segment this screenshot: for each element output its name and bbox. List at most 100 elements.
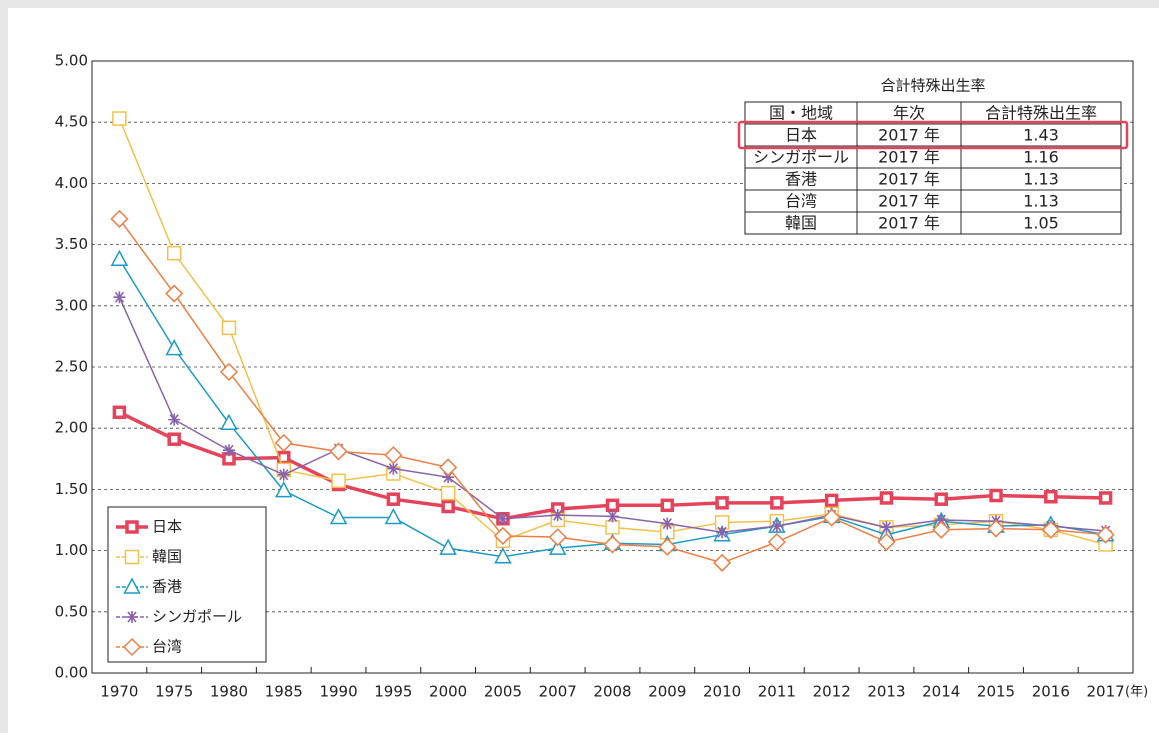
x-tick-label: 2000 xyxy=(429,683,467,701)
y-tick-label: 2.50 xyxy=(55,358,88,376)
marker xyxy=(125,520,139,534)
x-tick-label: 2013 xyxy=(867,683,905,701)
marker xyxy=(715,496,729,510)
marker xyxy=(606,510,619,523)
x-tick-label: 2008 xyxy=(593,683,631,701)
table-cell-text: 1.13 xyxy=(1023,170,1059,189)
marker xyxy=(166,245,182,261)
y-tick-label: 1.50 xyxy=(55,480,88,498)
marker xyxy=(716,526,729,539)
x-tick-label: 2005 xyxy=(484,683,522,701)
marker xyxy=(822,508,841,527)
marker xyxy=(274,433,293,452)
table-cell-text: 2017 年 xyxy=(878,214,940,233)
marker xyxy=(123,577,141,594)
marker xyxy=(934,492,948,506)
x-tick-label: 2014 xyxy=(922,683,960,701)
marker xyxy=(989,488,1003,503)
table-cell-text: 韓国 xyxy=(785,214,817,233)
table-cell xyxy=(960,211,1122,235)
x-tick-label: 2016 xyxy=(1032,683,1070,701)
x-tick-label: 1995 xyxy=(374,683,412,701)
marker xyxy=(110,209,129,228)
y-tick-label: 0.50 xyxy=(55,602,88,620)
y-tick-label: 1.00 xyxy=(55,541,88,559)
marker xyxy=(329,507,348,525)
x-tick-label: 2007 xyxy=(539,683,577,701)
x-tick-label: 2011 xyxy=(758,683,796,701)
x-tick-label: 2010 xyxy=(703,683,741,701)
marker xyxy=(932,520,951,539)
x-tick-label: 1985 xyxy=(265,683,303,701)
marker xyxy=(331,473,346,489)
x-tick-label: 2009 xyxy=(648,683,686,701)
marker xyxy=(441,499,455,514)
marker xyxy=(877,532,896,552)
marker xyxy=(221,320,237,336)
table-cell-text: 1.43 xyxy=(1023,126,1059,145)
marker xyxy=(1096,525,1115,544)
marker xyxy=(603,535,622,554)
y-tick-label: 2.00 xyxy=(55,419,88,437)
table-cell-text: 台湾 xyxy=(785,192,817,211)
marker xyxy=(110,249,129,267)
marker xyxy=(442,471,455,484)
table-cell-text: 2017 年 xyxy=(878,192,940,211)
table-cell-text: 1.05 xyxy=(1023,214,1059,233)
marker xyxy=(439,458,458,477)
marker xyxy=(168,413,181,426)
legend-label: 日本 xyxy=(152,518,182,536)
marker xyxy=(387,462,400,475)
marker xyxy=(439,538,457,555)
legend-label: 韓国 xyxy=(152,548,182,566)
table-cell-text: 1.13 xyxy=(1023,192,1059,211)
marker xyxy=(219,362,239,381)
table-cell-text: 日本 xyxy=(785,126,817,145)
table-cell-text: 2017 年 xyxy=(878,148,940,167)
x-tick-label: 1980 xyxy=(210,683,248,701)
marker xyxy=(1044,489,1058,504)
marker xyxy=(277,468,290,481)
marker xyxy=(880,521,893,534)
marker xyxy=(113,291,126,304)
x-tick-label: 2015 xyxy=(977,683,1015,701)
marker xyxy=(661,517,674,530)
marker xyxy=(935,514,948,526)
marker xyxy=(767,532,786,552)
marker xyxy=(548,528,567,547)
legend-label: シンガポール xyxy=(152,608,242,626)
marker xyxy=(275,481,293,498)
marker xyxy=(122,637,142,657)
table-header: 国・地域 xyxy=(769,104,833,123)
table-cell-text: 1.16 xyxy=(1023,148,1059,167)
marker xyxy=(605,520,620,535)
marker xyxy=(496,512,509,525)
x-tick-label: 1990 xyxy=(319,683,357,701)
y-tick-label: 3.50 xyxy=(55,235,88,253)
marker xyxy=(605,498,620,513)
table-header: 年次 xyxy=(893,104,925,123)
x-tick-label: 2012 xyxy=(813,683,851,701)
y-tick-label: 5.00 xyxy=(55,52,88,70)
table-cell-text: シンガポール xyxy=(753,148,849,167)
marker xyxy=(986,519,1006,538)
marker xyxy=(1041,520,1060,539)
plot-frame xyxy=(91,60,1134,674)
marker xyxy=(384,507,403,525)
marker xyxy=(165,284,184,303)
marker xyxy=(548,538,567,555)
y-tick-label: 0.00 xyxy=(55,664,88,682)
marker xyxy=(112,405,127,420)
legend-label: 香港 xyxy=(152,578,182,596)
x-unit: (年) xyxy=(1125,685,1148,700)
y-tick-label: 3.00 xyxy=(55,296,88,314)
y-tick-label: 4.00 xyxy=(55,174,88,192)
table-cell-text: 香港 xyxy=(785,170,817,189)
x-tick-label: 1975 xyxy=(155,683,193,701)
marker xyxy=(384,446,403,465)
marker xyxy=(658,537,677,556)
table-title: 合計特殊出生率 xyxy=(880,77,985,95)
y-tick-label: 4.50 xyxy=(55,113,88,131)
marker xyxy=(1098,491,1113,505)
